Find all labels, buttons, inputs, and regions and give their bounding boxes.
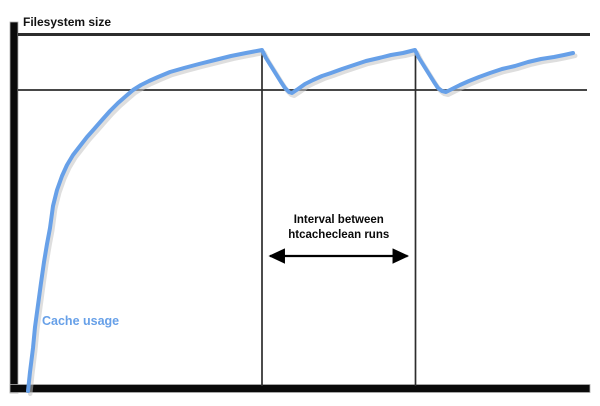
y-axis <box>9 21 19 394</box>
series-label-cache-usage: Cache usage <box>42 314 120 328</box>
y-axis-title: Filesystem size <box>23 15 112 29</box>
interval-annotation-line2: htcacheclean runs <box>288 229 390 241</box>
cache-usage-curve <box>26 48 575 393</box>
x-axis <box>9 384 591 393</box>
interval-annotation-line1: Interval between <box>293 214 384 226</box>
interval-annotation: Interval between htcacheclean runs <box>262 213 416 243</box>
